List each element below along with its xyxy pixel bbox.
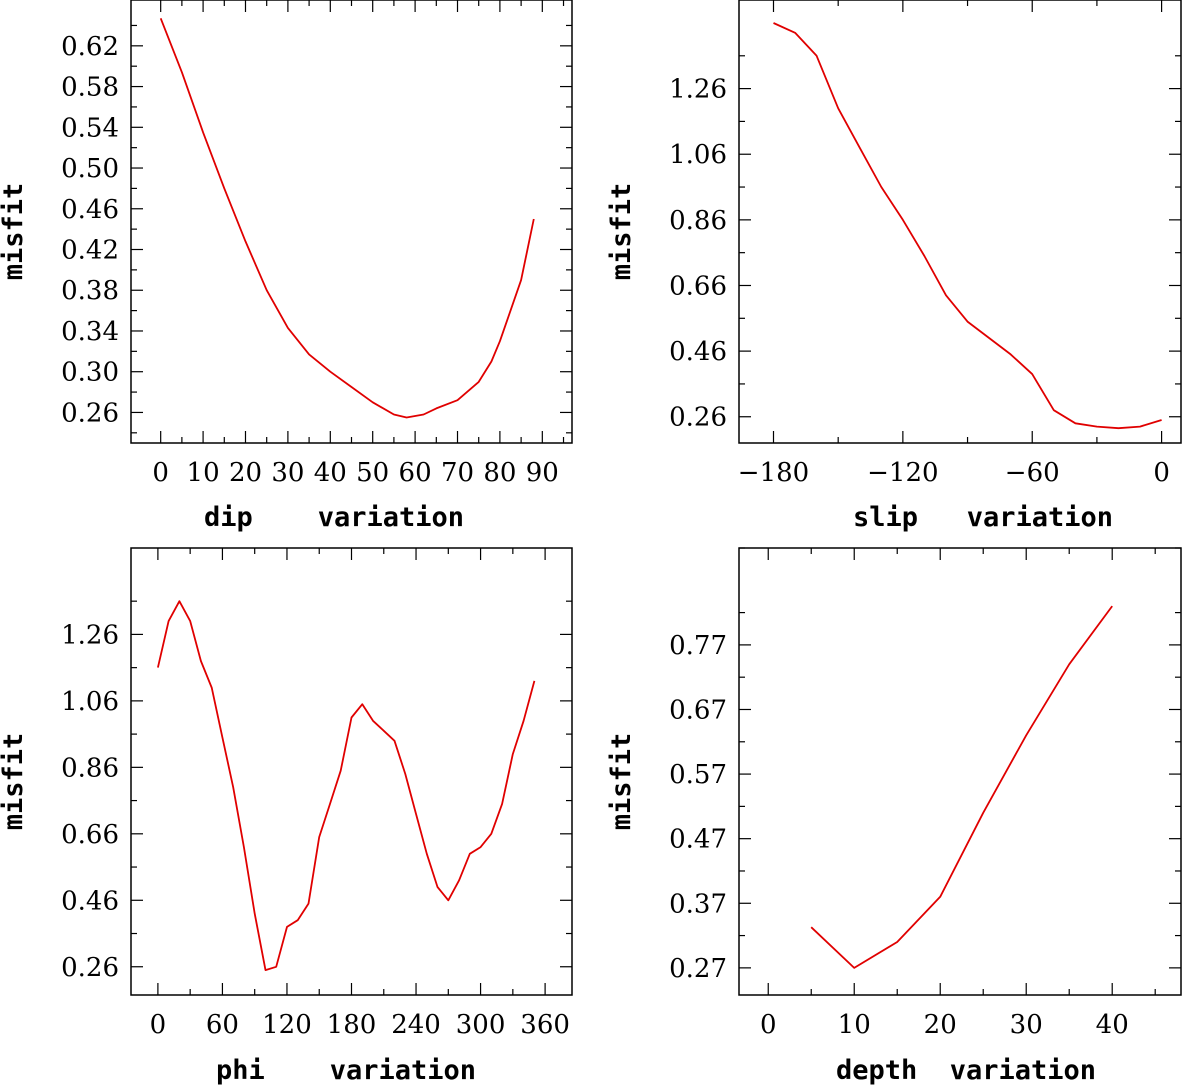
slip-y-tick-label: 0.26 [669,403,727,433]
dip-y-tick-label: 0.30 [61,358,119,388]
depth-y-tick-label: 0.67 [669,695,727,725]
panel-depth: 0 10 20 30 40 0.27 0.37 0.47 0.57 0.67 0.77 depth v… [606,547,1182,1086]
phi-x-tick-label: 300 [456,1010,506,1040]
phi-x-tick-label: 360 [520,1010,570,1040]
phi-x-tick-label: 240 [391,1010,441,1040]
dip-x-tick-label: 40 [314,458,347,488]
phi-y-tick-label: 0.86 [61,753,119,783]
dip-y-axis-label: misfit [0,183,29,281]
depth-plot-frame [738,547,1182,996]
phi-y-tick-label: 0.66 [61,820,119,850]
depth-x-tick-label: 0 [760,1010,777,1040]
depth-misfit-curve [810,605,1113,969]
slip-plot-frame [738,0,1182,444]
depth-y-tick-label: 0.27 [669,954,727,984]
phi-y-axis-label: misfit [0,733,29,831]
depth-x-tick-label: 40 [1096,1010,1129,1040]
slip-x-tick-label: −180 [738,458,809,488]
dip-x-tick-label: 0 [152,458,169,488]
dip-x-tick-label: 80 [483,458,516,488]
dip-y-tick-label: 0.58 [61,73,119,103]
dip-y-tick-label: 0.62 [61,32,119,62]
slip-y-tick-label: 1.26 [669,75,727,105]
phi-y-tick-label: 0.46 [61,886,119,916]
slip-x-axis-label: slip variation [853,502,1113,533]
slip-x-tick-label: −120 [867,458,938,488]
dip-y-tick-label: 0.34 [61,317,119,347]
depth-x-tick-label: 20 [924,1010,957,1040]
phi-x-tick-label: 60 [206,1010,239,1040]
depth-x-axis-label: depth variation [836,1055,1096,1086]
phi-y-tick-label: 1.06 [61,687,119,717]
slip-y-tick-label: 0.46 [669,337,727,367]
depth-y-axis-label: misfit [606,733,637,831]
panel-dip: 0 10 20 30 40 50 60 70 80 90 0.26 0.30 0.34 0.38 0.42 0… [0,0,573,533]
dip-y-tick-label: 0.50 [61,154,119,184]
dip-y-tick-label: 0.26 [61,398,119,428]
dip-x-axis-label: dip variation [204,502,464,533]
phi-misfit-curve [157,600,536,971]
depth-y-tick-label: 0.77 [669,631,727,661]
panel-phi: 0 60 120 180 240 300 360 0.26 0.46 0.66 0.86 1.06 1.… [0,547,573,1086]
slip-y-tick-label: 1.06 [669,140,727,170]
dip-x-tick-label: 30 [271,458,304,488]
phi-x-tick-label: 180 [327,1010,377,1040]
dip-x-tick-label: 20 [229,458,262,488]
slip-y-tick-label: 0.86 [669,206,727,236]
slip-misfit-curve [773,22,1162,430]
dip-y-tick-label: 0.38 [61,276,119,306]
dip-y-tick-label: 0.42 [61,236,119,266]
dip-y-tick-label: 0.54 [61,113,119,143]
phi-x-tick-label: 120 [262,1010,312,1040]
slip-y-tick-label: 0.66 [669,271,727,301]
depth-y-tick-label: 0.47 [669,825,727,855]
depth-y-tick-label: 0.57 [669,760,727,790]
dip-x-tick-label: 10 [187,458,220,488]
dip-y-tick-label: 0.46 [61,195,119,225]
slip-x-tick-label: −60 [1005,458,1060,488]
depth-x-tick-label: 30 [1010,1010,1043,1040]
depth-x-tick-label: 10 [838,1010,871,1040]
phi-y-tick-label: 1.26 [61,620,119,650]
phi-x-tick-label: 0 [150,1010,167,1040]
dip-x-tick-label: 90 [526,458,559,488]
dip-plot-frame [130,0,573,444]
phi-y-tick-label: 0.26 [61,953,119,983]
dip-x-tick-label: 60 [399,458,432,488]
dip-x-tick-label: 50 [356,458,389,488]
dip-x-tick-label: 70 [441,458,474,488]
phi-plot-frame [130,547,573,996]
phi-x-axis-label: phi variation [216,1055,476,1086]
slip-x-tick-label: 0 [1153,458,1170,488]
slip-y-axis-label: misfit [606,183,637,281]
depth-y-tick-label: 0.37 [669,889,727,919]
panel-slip: −180 −120 −60 0 0.26 0.46 0.66 0.86 1.06 1.26 slip… [606,0,1182,533]
dip-misfit-curve [159,17,535,419]
